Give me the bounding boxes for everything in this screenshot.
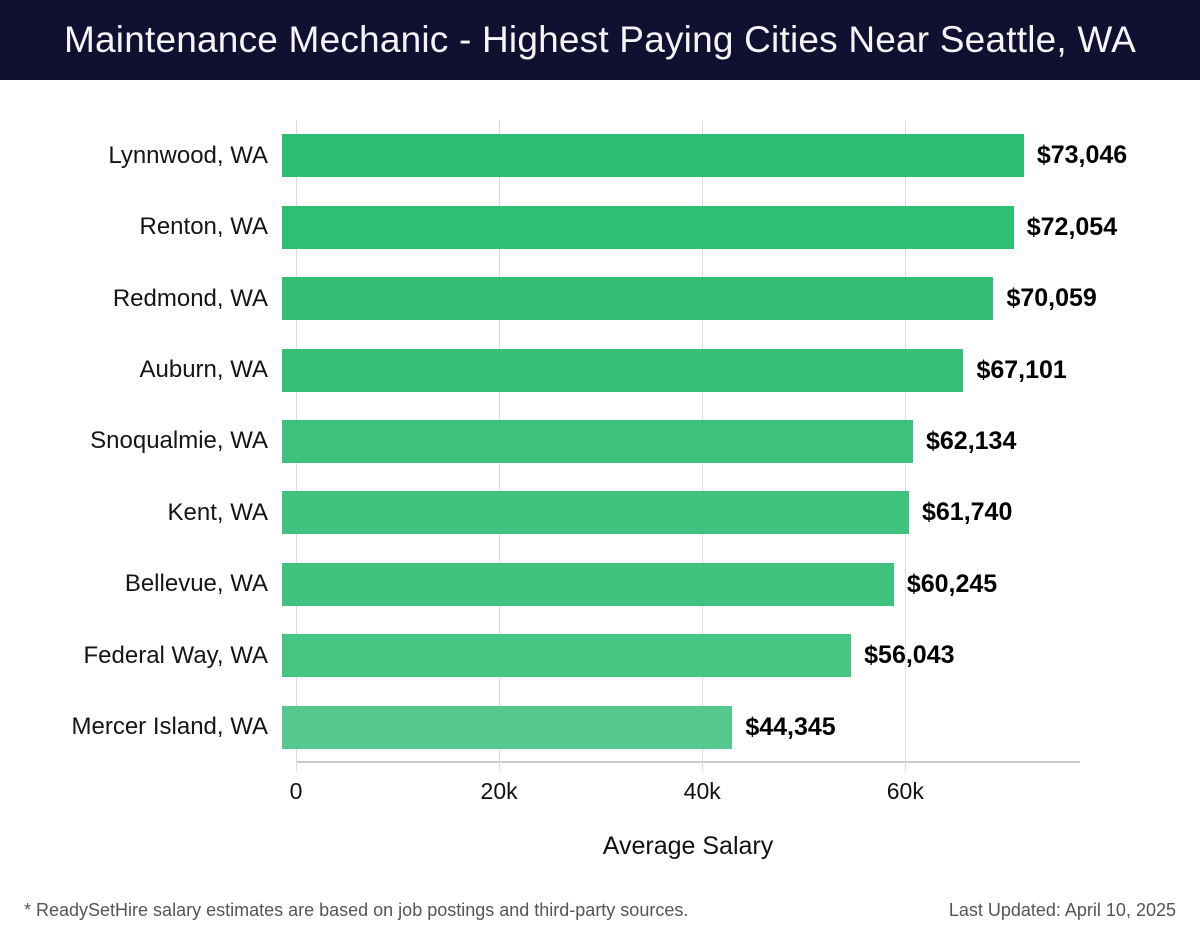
bar-row: Mercer Island, WA $44,345 — [0, 692, 1200, 763]
bar — [282, 277, 994, 321]
bar — [282, 634, 852, 678]
footer: * ReadySetHire salary estimates are base… — [0, 898, 1200, 940]
category-label: Redmond, WA — [112, 284, 268, 312]
value-label: $61,740 — [921, 498, 1013, 527]
value-label: $73,046 — [1036, 141, 1128, 170]
value-label: $44,345 — [745, 712, 836, 741]
bar-row: Kent, WA $61,740 — [0, 477, 1200, 548]
value-label: $60,245 — [906, 569, 998, 598]
bar-track: $60,245 — [282, 562, 1066, 606]
category-label: Kent, WA — [167, 498, 268, 526]
category-label: Mercer Island, WA — [71, 713, 269, 741]
value-label: $67,101 — [976, 355, 1067, 384]
bar-row: Auburn, WA $67,101 — [0, 334, 1200, 405]
bar-row: Redmond, WA $70,059 — [0, 263, 1200, 334]
x-tick-label-40k: 40k — [683, 778, 721, 804]
bar-track: $70,059 — [282, 277, 1097, 321]
x-tick-label-20k: 20k — [480, 778, 518, 804]
bar-track: $61,740 — [282, 491, 1066, 535]
bar-track: $67,101 — [282, 348, 1067, 392]
bar-track: $72,054 — [282, 205, 1117, 249]
bar-row: Bellevue, WA $60,245 — [0, 549, 1200, 620]
bar-track: $62,134 — [282, 419, 1066, 463]
bar-chart: Lynnwood, WA $73,046 Renton, WA $72,054 Redm… — [0, 80, 1200, 870]
category-label: Bellevue, WA — [124, 570, 268, 598]
category-label: Lynnwood, WA — [108, 141, 268, 169]
bar-row: Renton, WA $72,054 — [0, 191, 1200, 262]
page-title: Maintenance Mechanic - Highest Paying Ci… — [64, 19, 1136, 60]
bar — [282, 491, 909, 535]
value-label: $56,043 — [864, 641, 955, 670]
bar — [282, 705, 733, 749]
category-label: Renton, WA — [139, 213, 269, 241]
bar — [282, 205, 1014, 249]
x-axis-title: Average Salary — [602, 832, 774, 860]
header-bar: Maintenance Mechanic - Highest Paying Ci… — [0, 0, 1200, 80]
category-label: Snoqualmie, WA — [90, 427, 268, 455]
bar-rows: Lynnwood, WA $73,046 Renton, WA $72,054 Redm… — [0, 120, 1200, 763]
bar — [282, 134, 1024, 178]
x-tick-label-60k: 60k — [886, 778, 924, 804]
value-label: $70,059 — [1006, 284, 1097, 313]
bar — [282, 348, 964, 392]
bar-row: Federal Way, WA $56,043 — [0, 620, 1200, 691]
value-label: $72,054 — [1026, 212, 1118, 241]
bar-track: $73,046 — [282, 134, 1127, 178]
bar-track: $56,043 — [282, 634, 1066, 678]
bar-track: $44,345 — [282, 705, 1066, 749]
bar — [282, 562, 894, 606]
x-tick-label-0: 0 — [289, 778, 303, 804]
bar — [282, 419, 913, 463]
category-label: Federal Way, WA — [83, 641, 268, 669]
category-label: Auburn, WA — [139, 356, 269, 384]
bar-row: Snoqualmie, WA $62,134 — [0, 406, 1200, 477]
value-label: $62,134 — [925, 426, 1017, 455]
footer-last-updated: Last Updated: April 10, 2025 — [948, 900, 1176, 920]
footer-disclaimer: * ReadySetHire salary estimates are base… — [24, 900, 689, 920]
bar-row: Lynnwood, WA $73,046 — [0, 120, 1200, 191]
